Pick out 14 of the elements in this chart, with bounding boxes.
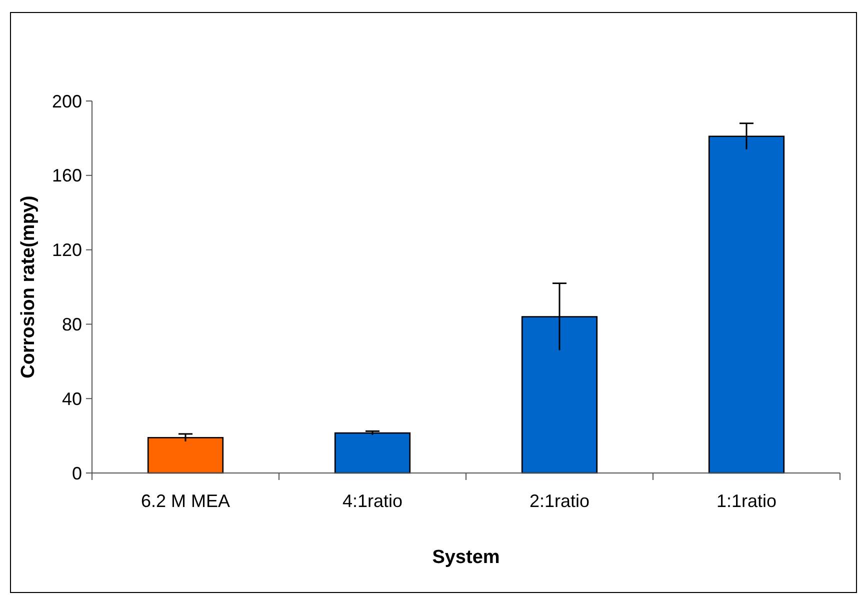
y-tick-label: 200 <box>52 91 82 112</box>
y-tick-label: 160 <box>52 166 82 186</box>
y-tick-label: 120 <box>52 240 82 260</box>
bar <box>147 437 224 474</box>
y-tick-label: 40 <box>62 388 82 409</box>
y-tick-label: 0 <box>72 463 82 484</box>
x-tick-label: 2:1ratio <box>529 491 590 511</box>
bar <box>334 432 411 474</box>
y-tick-label: 80 <box>62 314 82 334</box>
x-tick-label: 1:1ratio <box>716 491 777 511</box>
y-axis-title: Corrosion rate(mpy) <box>18 196 39 378</box>
x-axis-title: System <box>432 547 500 568</box>
x-tick-label: 4:1ratio <box>342 491 403 511</box>
x-tick-label: 6.2 M MEA <box>140 491 230 511</box>
